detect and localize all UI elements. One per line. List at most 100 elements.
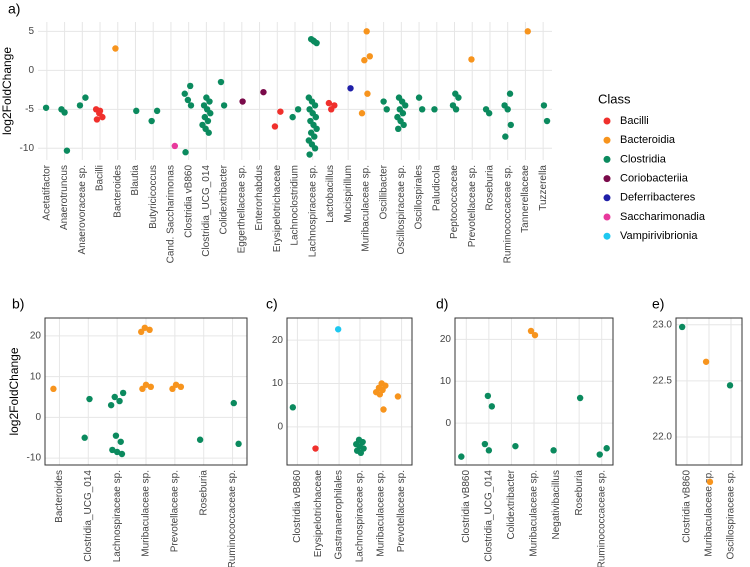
data-point	[289, 404, 297, 411]
y-tick-label: 20	[272, 335, 284, 346]
x-tick-label: Anaerotruncus	[59, 165, 70, 230]
x-tick-label: Prevotellaceae sp.	[467, 165, 478, 247]
data-point	[113, 448, 121, 456]
data-point	[82, 94, 89, 101]
legend-swatch	[603, 175, 611, 183]
legend-label: Bacilli	[620, 115, 649, 127]
data-point	[86, 395, 93, 403]
x-tick-label: Bacteroides	[112, 165, 123, 218]
data-point	[148, 117, 155, 125]
data-point	[313, 125, 320, 133]
data-point	[289, 113, 296, 121]
data-point	[400, 121, 407, 129]
data-point	[181, 90, 188, 97]
data-point	[235, 440, 242, 448]
x-tick-label: Gastranaerophilales	[334, 470, 345, 560]
data-point	[364, 90, 371, 97]
data-point	[204, 117, 212, 125]
data-point	[112, 432, 120, 439]
legend-swatch	[603, 136, 611, 144]
data-point	[81, 434, 88, 441]
x-tick-label: Prevotellaceae sp.	[169, 470, 180, 552]
x-tick-label: Tuzzerella	[538, 165, 549, 211]
data-point	[540, 102, 548, 109]
x-tick-label: Mucispirillum	[343, 165, 354, 223]
x-tick-label: Tannerellaceae	[520, 165, 531, 233]
data-point	[358, 110, 366, 117]
data-point	[325, 99, 333, 107]
x-tick-label: Bacteroides	[54, 470, 65, 523]
legend-swatch	[603, 117, 611, 125]
y-tick-label: 20	[30, 331, 42, 342]
x-tick-label: Lachnospiraceae sp.	[355, 470, 366, 562]
legend-swatch	[603, 155, 611, 163]
data-point	[196, 436, 204, 443]
data-point	[488, 403, 496, 410]
data-point	[311, 145, 319, 152]
data-point	[507, 121, 515, 129]
panel-tag: a)	[8, 1, 20, 17]
panel-tag: b)	[12, 296, 24, 312]
data-point	[99, 113, 106, 121]
legend-label: Clostridia	[620, 153, 667, 165]
data-point	[726, 382, 734, 389]
panel-tag: c)	[266, 296, 278, 312]
data-point	[363, 28, 370, 35]
data-point	[139, 385, 146, 393]
legend-label: Saccharimonadia	[620, 211, 706, 223]
data-point	[96, 107, 104, 115]
x-tick-label: Muribaculaceae sp.	[361, 165, 372, 252]
x-tick-label: Erysipelotrichaceae	[313, 470, 324, 558]
x-tick-label: Clostridia vB860	[461, 470, 472, 543]
data-point	[61, 109, 68, 116]
x-tick-label: Ruminococcaceae sp.	[502, 165, 513, 263]
y-tick-label: 23.0	[653, 319, 673, 330]
data-point	[153, 107, 161, 115]
x-tick-label: Clostridia_UCG_014	[483, 470, 494, 562]
x-tick-label: Muribaculaceae sp.	[141, 470, 152, 557]
data-point	[117, 438, 124, 445]
data-point	[312, 445, 319, 452]
x-tick-label: Eggerthellaceae sp.	[236, 165, 247, 253]
data-point	[380, 406, 387, 413]
data-point	[334, 326, 342, 333]
panel-border	[675, 317, 743, 466]
data-point	[187, 82, 194, 90]
y-axis-title: log2FoldChange	[0, 47, 14, 135]
data-point	[147, 383, 154, 391]
x-tick-label: Oscillospiraceae sp.	[396, 165, 407, 254]
x-tick-label: Peptococcaceae	[449, 165, 460, 239]
data-point	[294, 106, 302, 113]
data-point	[506, 90, 514, 97]
x-tick-label: Lachnoclostridium	[290, 165, 301, 246]
data-point	[504, 106, 511, 113]
legend-swatch	[603, 213, 611, 221]
data-point	[119, 389, 127, 397]
legend-swatch	[603, 232, 611, 240]
data-point	[502, 133, 509, 140]
y-tick-label: 0	[277, 421, 283, 432]
data-point	[206, 98, 213, 105]
data-point	[531, 331, 539, 339]
data-point	[260, 88, 267, 96]
x-tick-label: Acetatifactor	[42, 164, 53, 220]
data-point	[431, 106, 438, 113]
x-tick-label: Lachnospiraceae sp.	[307, 165, 318, 257]
y-tick-label: 10	[30, 371, 42, 382]
x-tick-label: Ruminococcaceae sp.	[596, 470, 607, 567]
y-tick-label: 10	[272, 378, 284, 389]
panel-border	[454, 317, 614, 466]
data-point	[138, 328, 145, 336]
data-point	[207, 110, 214, 117]
data-point	[271, 123, 279, 130]
x-tick-label: Muribaculaceae sp.	[704, 470, 715, 557]
data-point	[418, 106, 426, 113]
panel-border	[44, 317, 248, 466]
y-tick-label: 5	[28, 26, 34, 37]
data-point	[169, 385, 176, 393]
x-tick-label: Clostridia vB860	[292, 470, 303, 543]
data-point	[527, 327, 535, 335]
x-tick-label: Anaerovoraceae sp.	[77, 165, 88, 255]
x-tick-label: Oscillospiraceae sp.	[726, 470, 737, 559]
data-point	[702, 358, 710, 365]
